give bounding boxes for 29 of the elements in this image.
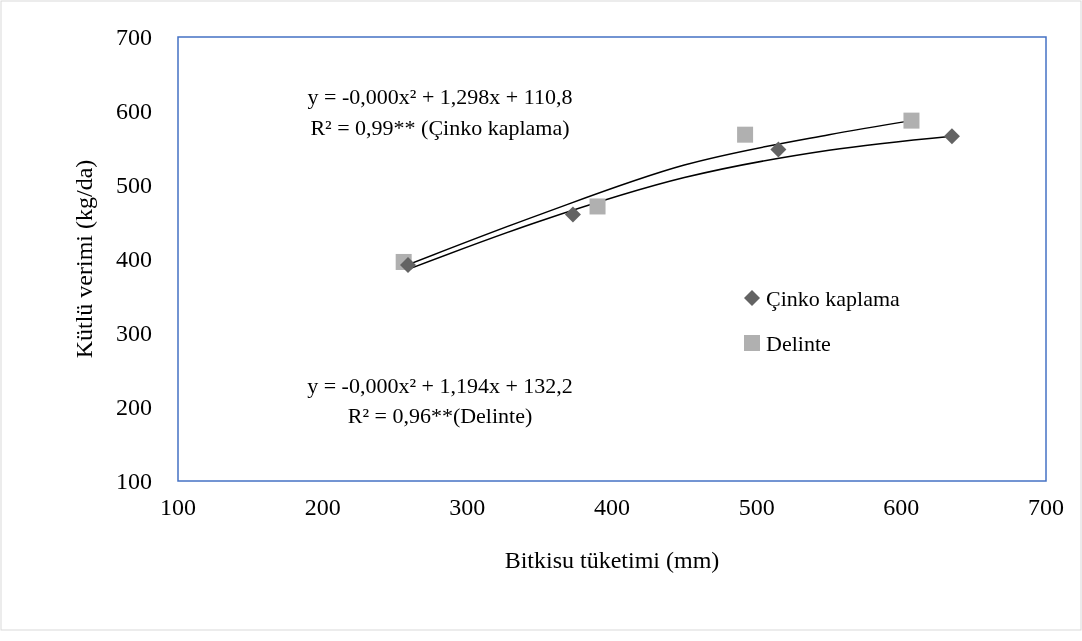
- y-tick-label: 700: [116, 24, 152, 50]
- y-tick-label: 500: [116, 172, 152, 198]
- point: [589, 198, 606, 215]
- y-axis-title: Kütlü verimi (kg/da): [71, 159, 97, 359]
- annotation: y = -0,000x² + 1,298x + 110,8: [307, 84, 573, 109]
- x-tick-label: 100: [160, 494, 196, 520]
- point: [400, 256, 417, 273]
- legend-label: Delinte: [766, 331, 831, 356]
- x-tick-label: 300: [449, 494, 486, 520]
- point: [943, 128, 960, 145]
- point: [903, 112, 920, 129]
- point: [770, 141, 787, 158]
- point: [737, 126, 754, 143]
- x-tick-label: 700: [1028, 494, 1064, 520]
- y-tick-label: 100: [116, 468, 152, 494]
- annotation: R² = 0,96**(Delinte): [347, 403, 533, 428]
- y-tick-label: 600: [116, 98, 152, 124]
- point: [564, 206, 581, 223]
- y-tick-label: 200: [116, 394, 152, 420]
- x-axis-title: Bitkisu tüketimi (mm): [504, 547, 720, 573]
- y-tick-label: 400: [116, 246, 152, 272]
- legend-label: Çinko kaplama: [766, 286, 901, 311]
- x-tick-label: 400: [594, 494, 630, 520]
- annotation: y = -0,000x² + 1,194x + 132,2: [307, 373, 573, 398]
- x-tick-label: 600: [883, 494, 920, 520]
- annotation: R² = 0,99** (Çinko kaplama): [310, 115, 570, 140]
- x-tick-label: 200: [304, 494, 341, 520]
- x-tick-label: 500: [738, 494, 775, 520]
- y-tick-label: 300: [116, 320, 152, 346]
